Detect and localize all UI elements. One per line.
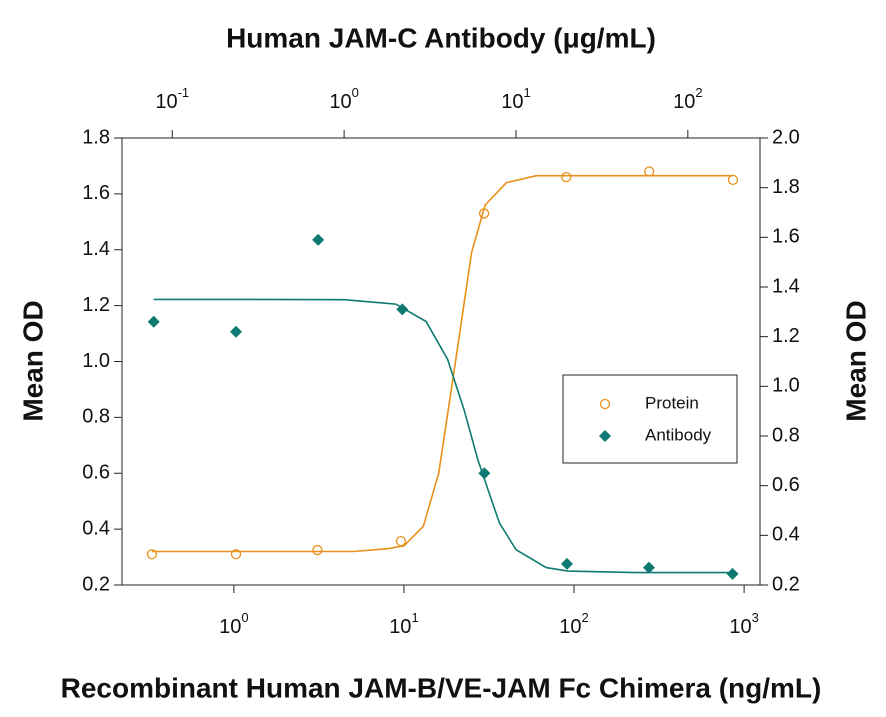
x-tick-exponent: 0 bbox=[241, 610, 248, 625]
x-tick-base: 10 bbox=[329, 91, 351, 113]
y-tick-label: 1.2 bbox=[82, 294, 110, 316]
x-tick-label: 100 bbox=[219, 610, 248, 638]
y-tick-label: 2.0 bbox=[772, 126, 800, 148]
y-tick-label: 1.4 bbox=[772, 275, 800, 297]
x-tick-exponent: 0 bbox=[352, 85, 359, 100]
fit-curve bbox=[153, 298, 733, 574]
y-tick-label: 0.4 bbox=[772, 524, 800, 546]
point bbox=[147, 315, 160, 328]
point bbox=[146, 549, 158, 560]
y-tick-label: 1.0 bbox=[82, 350, 110, 372]
y-tick-label: 0.4 bbox=[82, 517, 110, 539]
point bbox=[396, 303, 409, 316]
y-tick-label: 0.6 bbox=[772, 474, 800, 496]
plot-frame bbox=[121, 137, 761, 586]
legend-box bbox=[562, 374, 738, 464]
point bbox=[727, 174, 739, 186]
x-tick-exponent: 1 bbox=[411, 610, 418, 625]
x-tick-exponent: 3 bbox=[752, 610, 759, 625]
point bbox=[312, 233, 325, 246]
chart-title: Human JAM-C Antibody (μg/mL) bbox=[226, 22, 656, 53]
point bbox=[478, 208, 490, 219]
y-tick-label: 0.8 bbox=[772, 424, 800, 446]
y-tick-label: 1.4 bbox=[82, 238, 110, 260]
y-tick-label: 1.6 bbox=[772, 226, 800, 248]
x-tick-exponent: 2 bbox=[695, 85, 702, 100]
point bbox=[560, 557, 573, 570]
x-tick-exponent: 2 bbox=[582, 610, 589, 625]
point bbox=[230, 325, 243, 338]
legend-label: Antibody bbox=[645, 425, 712, 444]
y-tick-label: 0.6 bbox=[82, 462, 110, 484]
x-tick-exponent: -1 bbox=[178, 85, 190, 100]
legend-marker bbox=[599, 430, 611, 442]
point bbox=[642, 561, 655, 574]
point bbox=[230, 549, 242, 560]
y-tick-label: 1.8 bbox=[82, 126, 110, 148]
y2-axis-label: Mean OD bbox=[840, 300, 871, 421]
x-tick-label: 101 bbox=[389, 610, 418, 638]
x-tick-label: 10-1 bbox=[155, 85, 189, 113]
x-tick-base: 10 bbox=[673, 91, 695, 113]
x-tick-label: 102 bbox=[673, 85, 702, 113]
x-tick-label: 100 bbox=[329, 85, 358, 113]
point bbox=[726, 567, 739, 580]
x-tick-label: 101 bbox=[501, 85, 530, 113]
y-tick-label: 0.8 bbox=[82, 406, 110, 428]
x-tick-base: 10 bbox=[389, 616, 411, 638]
x-axis-label: Recombinant Human JAM-B/VE-JAM Fc Chimer… bbox=[61, 672, 822, 703]
point bbox=[478, 467, 491, 480]
y-tick-label: 0.2 bbox=[82, 573, 110, 595]
y-tick-label: 1.0 bbox=[772, 375, 800, 397]
y-tick-label: 0.2 bbox=[772, 573, 800, 595]
point bbox=[644, 166, 655, 177]
legend-label: Protein bbox=[645, 393, 699, 412]
x-tick-exponent: 1 bbox=[523, 85, 530, 100]
point bbox=[561, 171, 572, 183]
x-tick-base: 10 bbox=[501, 91, 523, 113]
y-tick-label: 1.6 bbox=[82, 182, 110, 204]
x-tick-base: 10 bbox=[155, 91, 177, 113]
point bbox=[312, 544, 323, 556]
fit-curve bbox=[152, 174, 733, 553]
y-tick-label: 1.2 bbox=[772, 325, 800, 347]
x-tick-base: 10 bbox=[729, 616, 751, 638]
y-axis-label: Mean OD bbox=[17, 300, 48, 421]
x-tick-label: 103 bbox=[729, 610, 758, 638]
x-tick-base: 10 bbox=[559, 616, 581, 638]
x-tick-label: 102 bbox=[559, 610, 588, 638]
x-tick-base: 10 bbox=[219, 616, 241, 638]
y-tick-label: 1.8 bbox=[772, 176, 800, 198]
legend-marker bbox=[599, 398, 611, 410]
point bbox=[395, 535, 407, 547]
